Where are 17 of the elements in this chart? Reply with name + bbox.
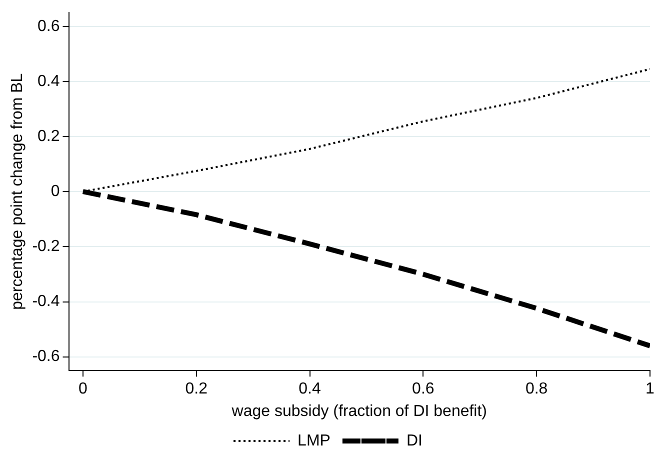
x-tick-label: 0.8: [525, 380, 548, 398]
x-tick-label: 1: [646, 380, 655, 398]
x-tick-label: 0.6: [412, 380, 434, 398]
x-tick-label: 0.4: [298, 380, 321, 398]
y-axis-title: percentage point change from BL: [9, 73, 26, 310]
y-tick-label: 0.4: [38, 72, 60, 90]
legend-label: LMP: [298, 432, 330, 450]
x-tick-label: 0: [78, 380, 88, 398]
y-tick-label: 0.2: [38, 128, 60, 145]
x-tick-label: 0.2: [185, 380, 208, 398]
legend-label: DI: [406, 432, 422, 450]
x-axis-title: wage subsidy (fraction of DI benefit): [230, 402, 487, 420]
y-tick-label: 0: [50, 183, 60, 200]
y-tick-label: -0.6: [32, 348, 60, 366]
y-tick-label: -0.4: [32, 293, 60, 310]
y-tick-label: 0.6: [38, 18, 60, 35]
y-tick-label: -0.2: [32, 238, 60, 256]
